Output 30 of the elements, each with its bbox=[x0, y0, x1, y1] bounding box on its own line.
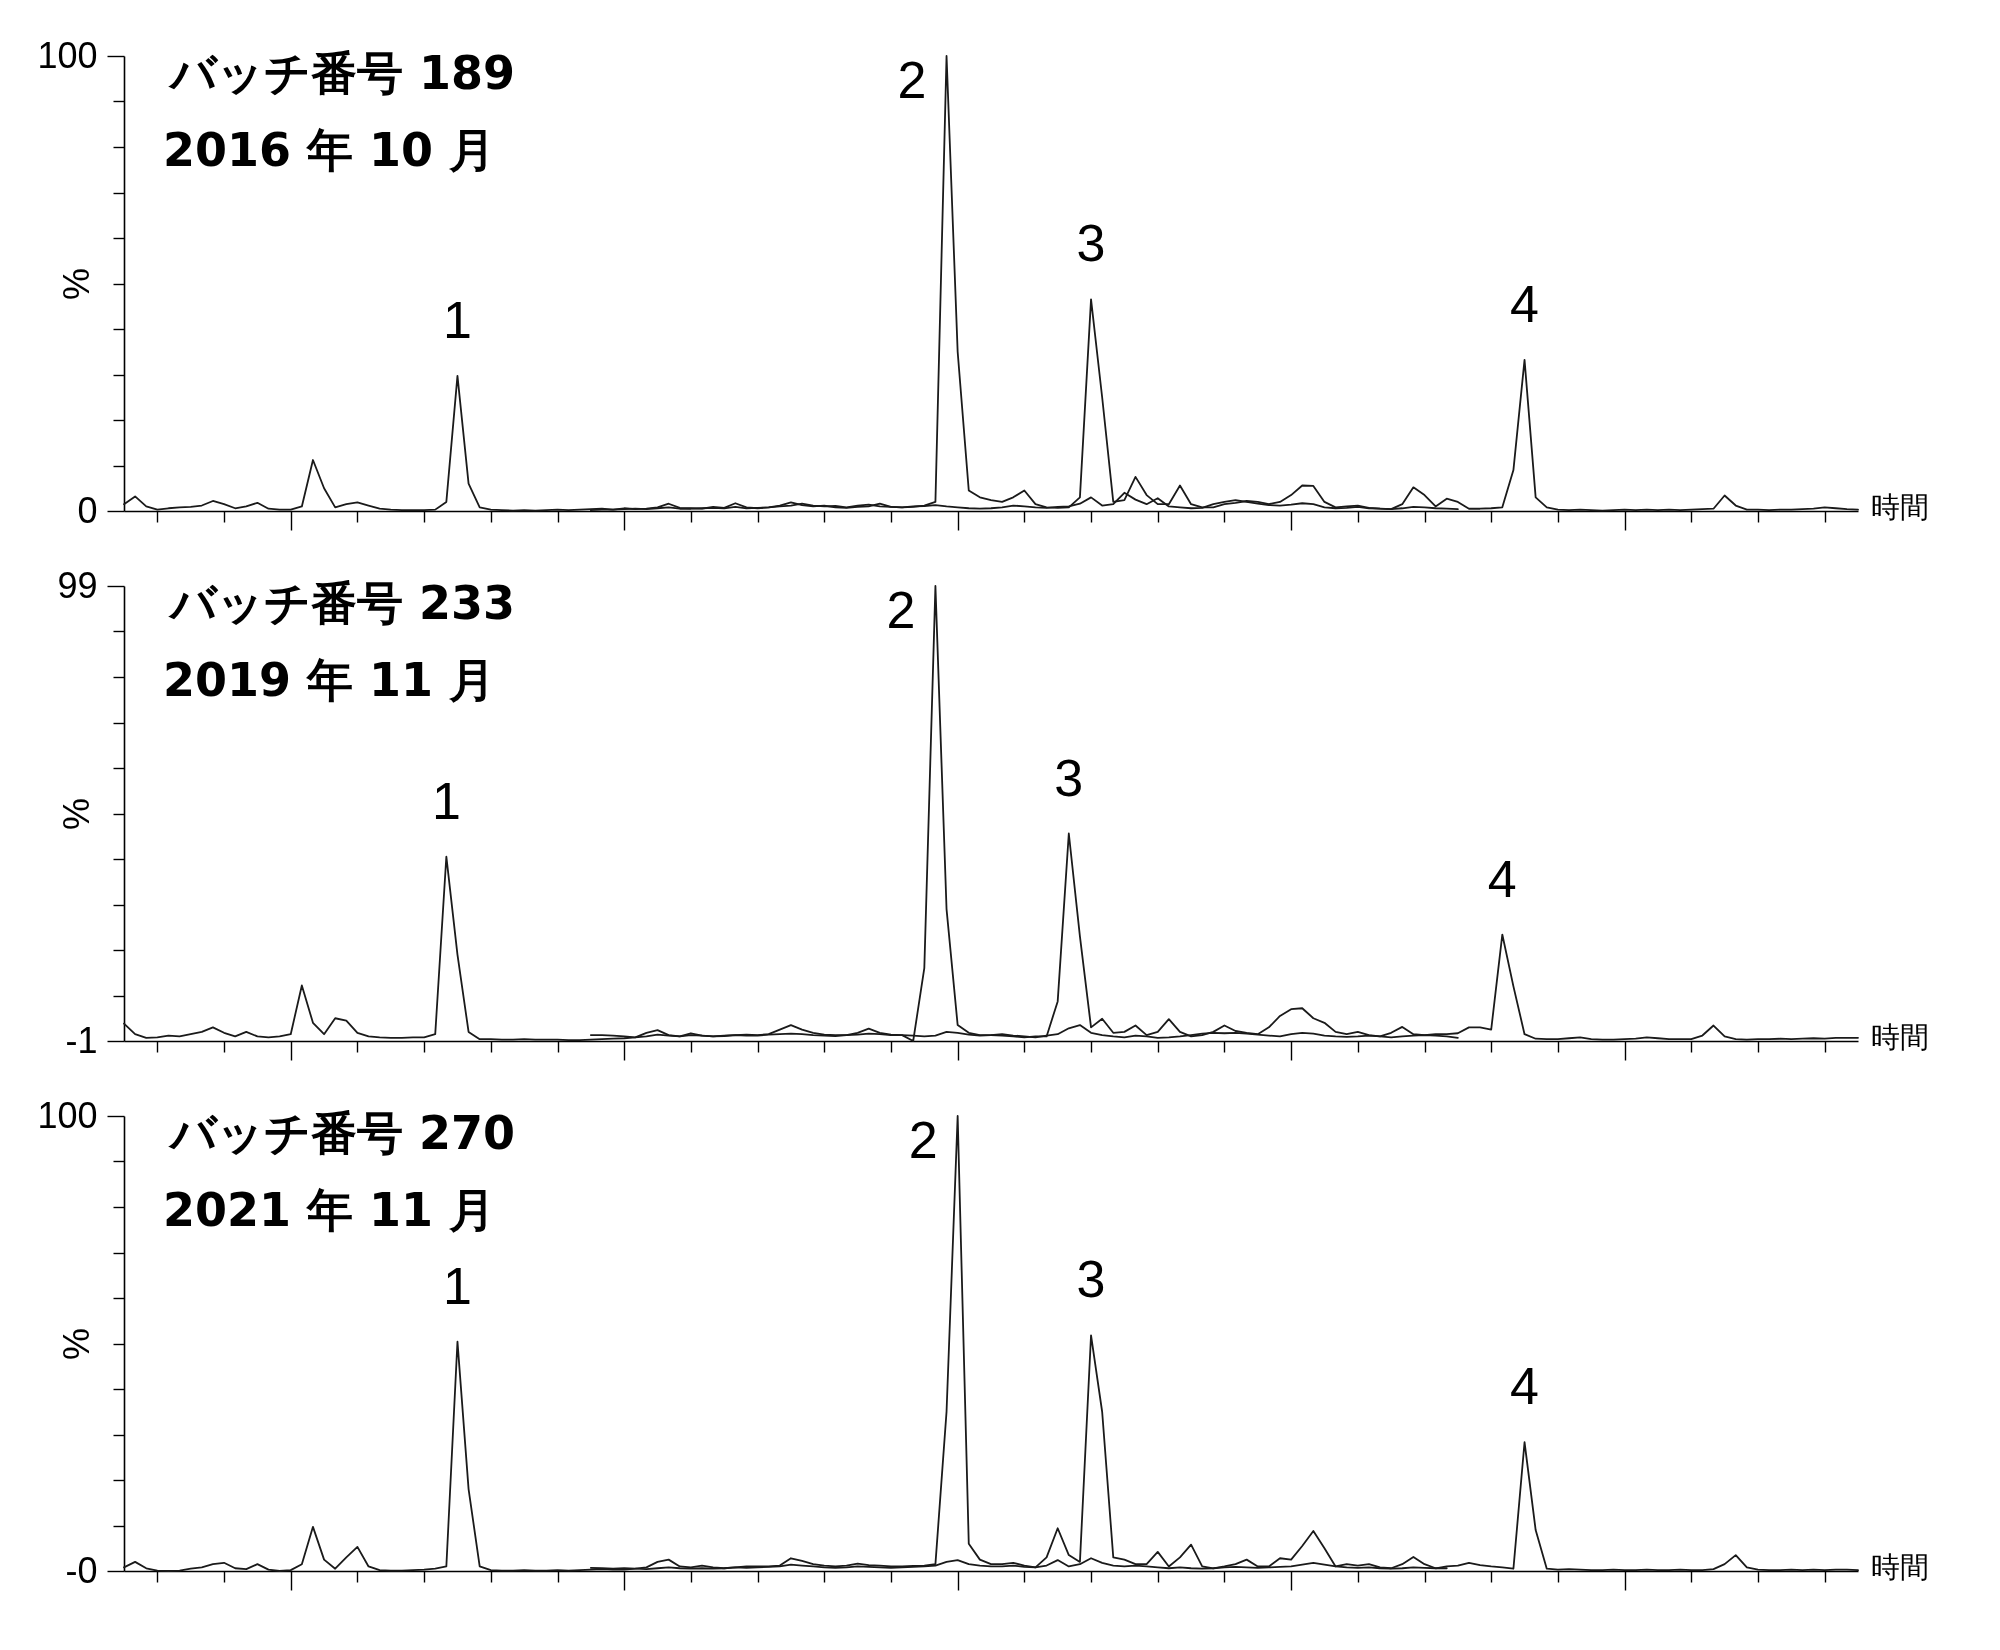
annotation: 3 bbox=[1076, 1250, 1106, 1309]
y-axis-title: % bbox=[55, 1327, 97, 1361]
annotation: 2 bbox=[886, 581, 916, 639]
text: 2021 年 11 月 bbox=[163, 1183, 496, 1237]
y-tick-label: 100 bbox=[37, 1094, 98, 1136]
y-tick-label: 99 bbox=[57, 564, 98, 606]
x-axis-title: 時間 bbox=[1870, 490, 1929, 523]
annotation: 4 bbox=[1510, 1357, 1539, 1416]
annotation: 4 bbox=[1510, 274, 1539, 333]
y-tick-label: 0 bbox=[77, 489, 98, 531]
annotation: 4 bbox=[1487, 849, 1517, 908]
y-tick-label: -0 bbox=[65, 1549, 98, 1591]
y-axis-title: % bbox=[55, 267, 97, 301]
x-axis-title: 時間 bbox=[1870, 1550, 1929, 1583]
y-tick-label: 100 bbox=[37, 34, 98, 76]
chart-title: バッチ番号 233 bbox=[168, 576, 516, 630]
annotation: 1 bbox=[443, 290, 472, 349]
annotation: 1 bbox=[443, 1256, 472, 1315]
annotation: 1 bbox=[431, 771, 461, 830]
chart-title: バッチ番号 189 bbox=[168, 46, 516, 100]
annotation: 2 bbox=[908, 1111, 938, 1169]
text: 2019 年 11 月 bbox=[163, 653, 496, 707]
x-axis-title: 時間 bbox=[1870, 1020, 1929, 1053]
chart-title: バッチ番号 270 bbox=[168, 1106, 516, 1160]
annotation: 3 bbox=[1054, 748, 1084, 807]
y-axis-title: % bbox=[55, 797, 97, 831]
annotation: 3 bbox=[1076, 214, 1106, 273]
y-tick-label: -1 bbox=[65, 1019, 98, 1061]
text: 2016 年 10 月 bbox=[163, 123, 496, 177]
annotation: 2 bbox=[897, 51, 927, 109]
